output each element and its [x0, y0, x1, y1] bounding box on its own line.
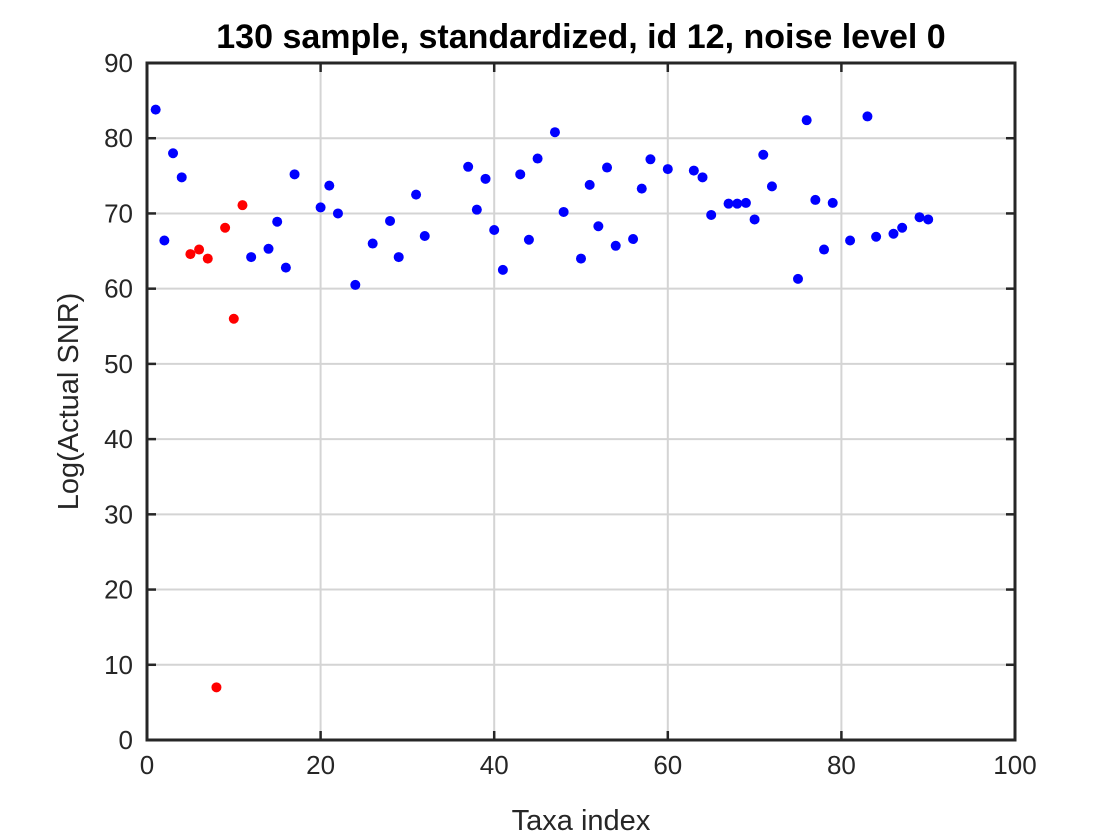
data-point: [367, 238, 378, 249]
data-point: [272, 216, 283, 227]
data-point: [923, 214, 934, 225]
data-point: [202, 253, 213, 264]
data-point: [801, 115, 812, 126]
data-point: [497, 264, 508, 275]
data-point: [168, 148, 179, 159]
data-point: [263, 243, 274, 254]
data-point: [515, 169, 526, 180]
x-axis-label: Taxa index: [512, 805, 651, 837]
data-point: [549, 127, 560, 138]
data-point: [324, 180, 335, 191]
data-point: [280, 262, 291, 273]
data-point: [315, 202, 326, 213]
data-point: [211, 682, 222, 693]
y-tick-label: 0: [119, 725, 133, 755]
data-point: [662, 164, 673, 175]
data-points: [150, 104, 934, 693]
data-point: [523, 234, 534, 245]
data-point: [732, 198, 743, 209]
data-point: [810, 194, 821, 205]
data-point: [176, 172, 187, 183]
data-point: [463, 161, 474, 172]
data-point: [749, 214, 760, 225]
data-point: [194, 244, 205, 255]
x-tick-label: 60: [653, 750, 682, 780]
data-point: [758, 149, 769, 160]
data-point: [576, 253, 586, 264]
data-point: [819, 244, 830, 255]
data-point: [532, 153, 543, 164]
y-tick-label: 60: [104, 274, 133, 304]
data-point: [914, 212, 925, 223]
data-point: [150, 104, 161, 115]
data-point: [393, 252, 404, 263]
data-point: [350, 279, 361, 290]
data-point: [237, 200, 248, 211]
data-point: [471, 204, 482, 215]
y-tick-label: 40: [104, 424, 133, 454]
data-point: [332, 208, 343, 219]
x-tick-label: 100: [993, 750, 1036, 780]
data-point: [385, 215, 396, 226]
data-point: [610, 240, 621, 251]
x-tick-label: 0: [140, 750, 154, 780]
data-point: [897, 222, 908, 233]
data-point: [740, 197, 751, 208]
x-tick-label: 20: [306, 750, 335, 780]
x-tick-label: 40: [480, 750, 509, 780]
data-point: [845, 235, 856, 246]
grid-lines: [146, 62, 1016, 741]
data-point: [827, 197, 838, 208]
chart-title: 130 sample, standardized, id 12, noise l…: [216, 18, 945, 56]
data-point: [766, 181, 777, 192]
data-point: [888, 228, 899, 239]
data-point: [723, 198, 734, 209]
data-point: [871, 231, 882, 242]
data-point: [289, 169, 300, 180]
y-tick-label: 20: [104, 575, 133, 605]
y-tick-label: 90: [104, 48, 133, 78]
data-point: [246, 252, 257, 263]
axes-frame: [145, 61, 1017, 742]
axis-ticks: 0 20 40 60 80 100 0 10 20 30 40 50 60 70 80 90: [104, 48, 1037, 780]
data-point: [645, 154, 656, 165]
data-point: [697, 172, 708, 183]
data-point: [602, 162, 613, 173]
y-tick-label: 70: [104, 198, 133, 228]
data-point: [862, 111, 873, 122]
data-point: [159, 235, 170, 246]
data-point: [419, 231, 430, 242]
data-point: [593, 221, 604, 232]
data-point: [584, 179, 595, 190]
x-tick-label: 80: [827, 750, 856, 780]
data-point: [411, 189, 422, 200]
data-point: [706, 209, 717, 220]
data-point: [480, 173, 491, 184]
data-point: [628, 234, 639, 245]
y-axis-label: Log(Actual SNR): [53, 293, 85, 511]
data-point: [220, 222, 231, 233]
y-tick-label: 30: [104, 499, 133, 529]
y-tick-label: 10: [104, 650, 133, 680]
data-point: [185, 249, 196, 260]
y-tick-label: 50: [104, 349, 133, 379]
data-point: [688, 165, 699, 176]
data-point: [793, 273, 803, 284]
data-point: [636, 183, 647, 194]
data-point: [558, 206, 569, 217]
y-tick-label: 80: [104, 123, 133, 153]
data-point: [489, 224, 500, 235]
data-point: [228, 313, 239, 324]
